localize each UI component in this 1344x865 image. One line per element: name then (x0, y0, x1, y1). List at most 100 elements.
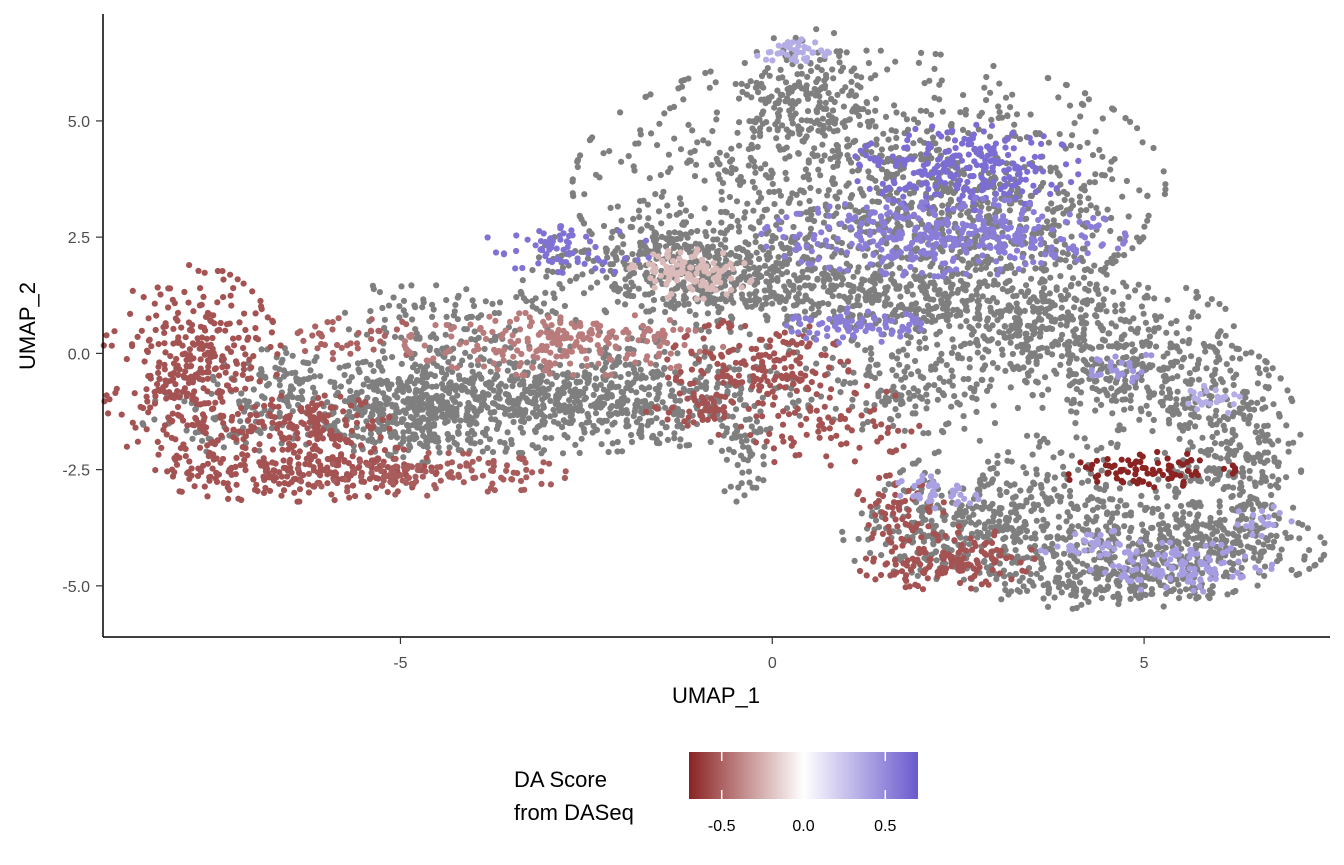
cell-point-na (647, 91, 654, 98)
cell-point-na (560, 389, 567, 397)
cell-point-na (1067, 527, 1074, 534)
cell-point-na (1131, 346, 1138, 354)
cell-point-na (994, 364, 1001, 371)
cell-point-na (1160, 366, 1167, 373)
cell-point-na (1261, 459, 1268, 466)
cell-point-na (1092, 407, 1099, 414)
cell-point-na (782, 155, 789, 162)
cell-point-na (898, 301, 905, 308)
cell-point-na (1190, 535, 1197, 542)
cell-point-na (1122, 342, 1129, 349)
cell-point-na (1187, 439, 1194, 446)
cell-point-na (1067, 205, 1074, 212)
cell-point-na (1035, 309, 1043, 316)
cell-point-na (787, 100, 794, 107)
cell-point-na (1060, 210, 1067, 217)
cell-point-na (817, 172, 824, 179)
cell-point-na (540, 402, 547, 409)
cell-point-na (1116, 422, 1123, 429)
cell-point-na (1144, 384, 1151, 391)
cell-point-na (820, 283, 827, 290)
cell-point-na (1100, 503, 1107, 510)
cell-point-na (644, 201, 652, 208)
cell-point-na (896, 553, 904, 560)
cell-point-na (1193, 527, 1200, 534)
cell-point-na (938, 300, 945, 307)
cell-point-na (1209, 589, 1216, 597)
cell-point-na (464, 404, 471, 411)
cell-point-na (1057, 256, 1064, 263)
cell-point-na (450, 355, 457, 362)
cell-point-na (1217, 517, 1224, 524)
cell-point-na (674, 350, 681, 357)
cell-point-na (786, 245, 793, 252)
cell-point-na (1206, 595, 1213, 602)
cell-point-na (431, 422, 438, 429)
cell-point-na (1257, 550, 1264, 558)
cell-point-na (1051, 474, 1058, 481)
cell-point-na (1175, 581, 1182, 588)
cell-point-na (908, 199, 916, 206)
cell-point-na (1072, 340, 1079, 347)
cell-point-na (1144, 294, 1151, 301)
cell-point-na (986, 505, 993, 512)
cell-point-na (1075, 466, 1082, 473)
cell-point-na (1229, 437, 1236, 444)
cell-point-na (1056, 172, 1063, 179)
cell-point-na (1254, 582, 1261, 589)
cell-point-na (1148, 524, 1155, 532)
cell-point-na (1008, 501, 1016, 508)
cell-point-na (821, 270, 828, 277)
cell-point-na (863, 47, 870, 54)
cell-point-na (539, 396, 546, 403)
cell-point-na (1007, 360, 1014, 367)
cell-point-na (800, 174, 807, 181)
cell-point-na (938, 209, 945, 216)
cell-point-na (692, 311, 699, 318)
cell-point-na (1038, 265, 1045, 272)
cell-point-na (543, 378, 551, 385)
cell-point-na (1018, 288, 1025, 295)
cell-point-na (855, 264, 862, 271)
cell-point-na (1125, 213, 1132, 220)
cell-point-na (996, 518, 1003, 525)
cell-point-na (1065, 359, 1073, 366)
cell-point-na (1243, 455, 1250, 462)
cell-point-na (538, 450, 545, 457)
cell-point-na (965, 260, 972, 267)
cell-point-na (1029, 451, 1036, 458)
cell-point-na (722, 208, 729, 215)
cell-point-na (1013, 111, 1021, 118)
cell-point-na (880, 130, 887, 137)
cell-point-na (893, 244, 900, 251)
cell-point-na (1055, 513, 1062, 520)
cell-point-na (1220, 422, 1227, 429)
cell-point-na (625, 153, 632, 160)
cell-point-na (916, 339, 923, 346)
cell-point-na (983, 97, 990, 104)
cell-point-na (534, 403, 541, 410)
cell-point-na (1005, 328, 1013, 335)
cell-point-na (1033, 570, 1040, 578)
cell-point-na (504, 398, 511, 405)
cell-point-na (1216, 417, 1223, 424)
cell-point-na (1256, 370, 1263, 377)
cell-point-na (775, 254, 782, 261)
cell-point-na (939, 202, 946, 209)
cell-point-na (359, 434, 366, 441)
cell-point-na (545, 385, 552, 392)
cell-point-na (1033, 517, 1040, 524)
cell-point-na (510, 418, 517, 426)
cell-point-na (1189, 377, 1196, 384)
cell-point-na (477, 438, 484, 446)
cell-point-na (930, 279, 937, 286)
cell-point-na (838, 281, 845, 288)
cell-point-na (1269, 441, 1276, 448)
cell-point-na (941, 517, 948, 524)
cell-point-na (1194, 361, 1202, 368)
cell-point-na (1229, 355, 1236, 362)
cell-point-na (641, 399, 649, 407)
cell-point-na (736, 228, 743, 235)
cell-point-na (636, 415, 643, 422)
cell-point-na (914, 119, 922, 126)
